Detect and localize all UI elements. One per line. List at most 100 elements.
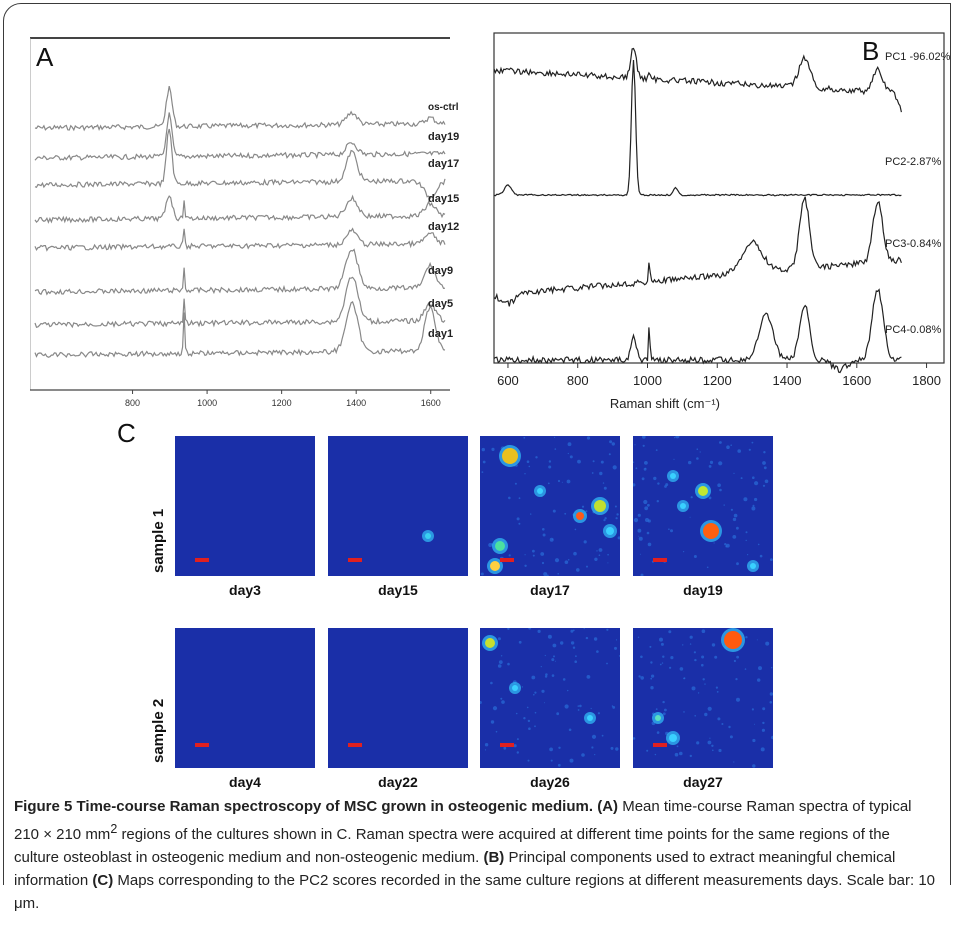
panel-a-trace-day9 [34,248,446,296]
map-speckle [745,636,748,639]
map-speckle [699,451,701,453]
map-speckle [643,467,647,471]
panel-a: A 80010001200140016001800os-ctrlday19day… [29,30,515,410]
map-speckle [533,693,535,696]
map-speckle [545,673,548,676]
map-speckle [632,461,635,463]
map-speckle [567,452,569,455]
map-speckle [721,723,724,725]
map-speckle [615,517,618,520]
map-speckle [576,568,580,572]
map-speckle [697,692,700,694]
map-speckle [569,758,574,763]
map-speckle [521,686,524,688]
map-speckle [657,482,660,485]
map-speckle [490,720,495,724]
map-speckle [482,460,486,464]
map-speckle [484,743,489,747]
map-speckle [585,510,588,513]
map-speckle [736,697,740,702]
map-speckle [748,448,751,451]
panel-b-tick-label: 1000 [633,373,662,388]
panel-b-plot-border [493,32,945,364]
caption-title: Time-course Raman spectroscopy of MSC gr… [76,798,594,815]
map-speckle [534,725,536,728]
map-speckle [611,442,615,446]
map-speckle [560,641,564,645]
map-speckle [655,708,658,710]
map-hotspot [655,715,661,721]
scale-bar [500,743,514,747]
panel-b-tick-label: 1400 [773,373,802,388]
map-speckle [664,485,667,488]
map-speckle [490,681,493,685]
map-speckle [635,467,638,470]
map-speckle [693,555,697,558]
map-speckle [507,662,510,666]
map-speckle [693,651,696,654]
map-speckle [547,482,550,485]
map-speckle [733,761,735,763]
map-speckle [577,459,581,464]
map-speckle [532,554,535,557]
map-speckle [655,449,658,451]
map-speckle [713,542,715,544]
map-speckle [707,740,712,745]
map-speckle [689,643,692,645]
map-speckle [763,451,766,454]
pc2-map-day26 [478,626,621,768]
map-speckle [704,683,706,685]
map-speckle [567,442,572,447]
map-speckle [670,529,673,533]
map-speckle [712,749,714,752]
map-speckle [709,460,714,464]
caption-label-a: (A) [597,798,619,815]
caption-superscript: 2 [110,822,118,836]
map-speckle [481,471,484,473]
map-speckle [706,566,709,569]
map-speckle [607,553,609,556]
map-speckle [723,504,725,506]
map-speckle [579,704,582,708]
map-speckle [632,737,636,740]
panel-b-trace-2 [493,59,902,197]
map-speckle [688,460,692,465]
map-speckle [719,441,722,444]
pc2-map-day17 [480,436,621,577]
map-speckle [492,706,498,711]
pc2-map-day4 [175,628,315,768]
map-speckle [638,536,643,541]
map-speckle [597,712,600,715]
map-speckle [732,517,737,522]
map-speckle [547,634,552,639]
map-speckle [651,674,655,678]
map-speckle [551,658,555,662]
map-speckle [602,482,605,484]
map-speckle [549,747,553,752]
map-speckle [707,706,712,711]
panel-a-trace-day15 [34,194,446,224]
map-speckle [640,676,644,680]
map-speckle [526,706,529,709]
map-speckle [646,749,649,752]
sample-1-label: sample 1 [150,508,167,573]
map-speckle [733,513,738,518]
map-speckle [762,484,766,487]
map-day-label: day4 [229,774,261,790]
map-speckle [696,448,699,450]
pc2-map-day27 [632,628,775,768]
scale-bar [195,743,209,747]
map-speckle [586,436,591,440]
panel-a-tick-label: 1200 [272,398,292,408]
pc2-map-heat-day22 [348,743,362,747]
panel-a-spectra: 80010001200140016001800os-ctrlday19day17… [29,37,515,408]
map-speckle [771,735,775,740]
map-speckle [647,542,652,547]
map-hotspot [587,715,593,721]
map-speckle [633,518,639,523]
panel-a-trace-label: day1 [428,328,453,340]
map-speckle [558,746,561,749]
panel-a-letter: A [36,42,54,72]
panel-b-trace-1 [493,47,902,113]
map-speckle [507,627,510,630]
